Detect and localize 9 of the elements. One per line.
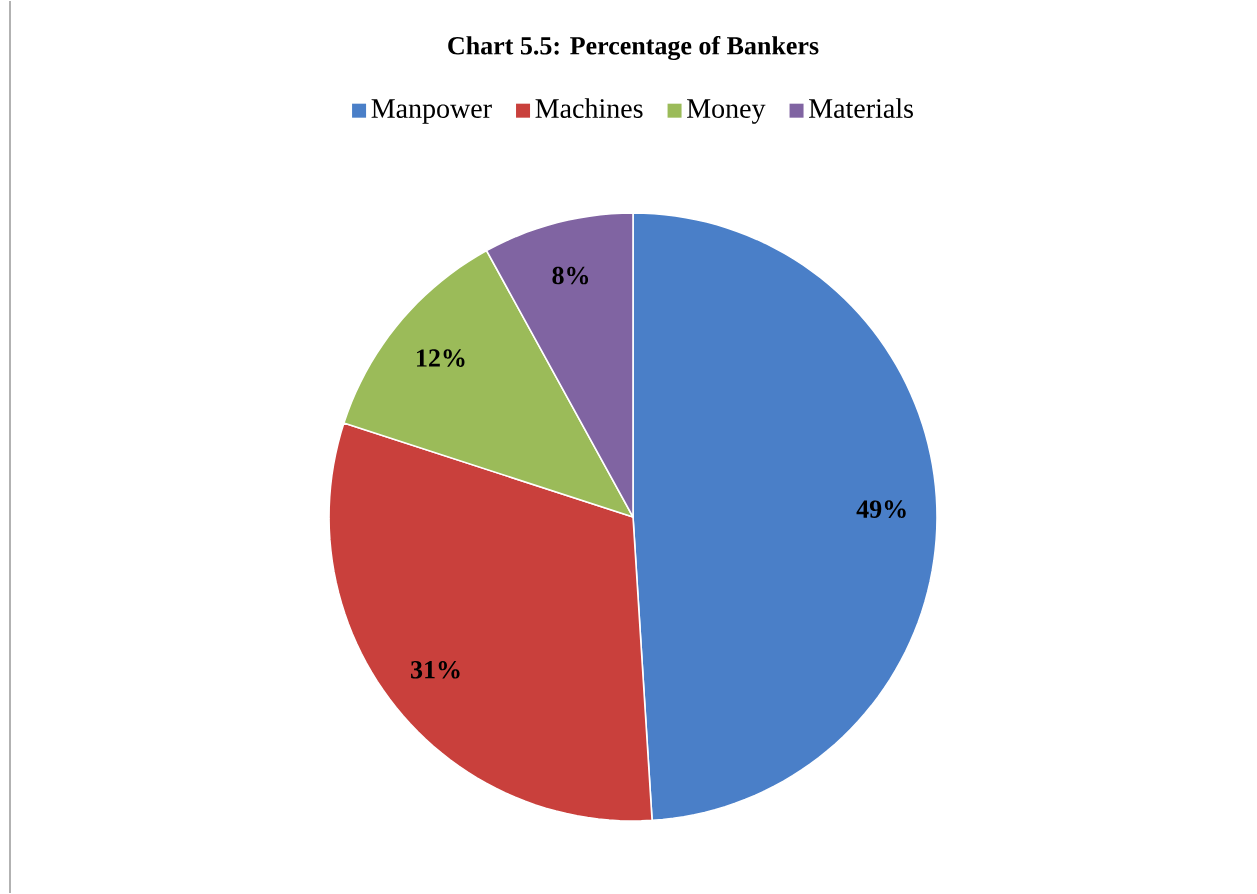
data-label: 31% — [411, 660, 460, 679]
legend-label: Money — [687, 99, 766, 124]
data-label: 12% — [417, 349, 465, 367]
data-label: 8% — [552, 266, 589, 285]
data-label: 49% — [856, 500, 906, 518]
legend-label: Machines — [535, 98, 643, 118]
legend-label: Manpower — [371, 99, 492, 124]
legend-label: Materials — [809, 98, 913, 118]
chart-title: Chart 5.5: Percentage of Bankers — [448, 35, 819, 61]
